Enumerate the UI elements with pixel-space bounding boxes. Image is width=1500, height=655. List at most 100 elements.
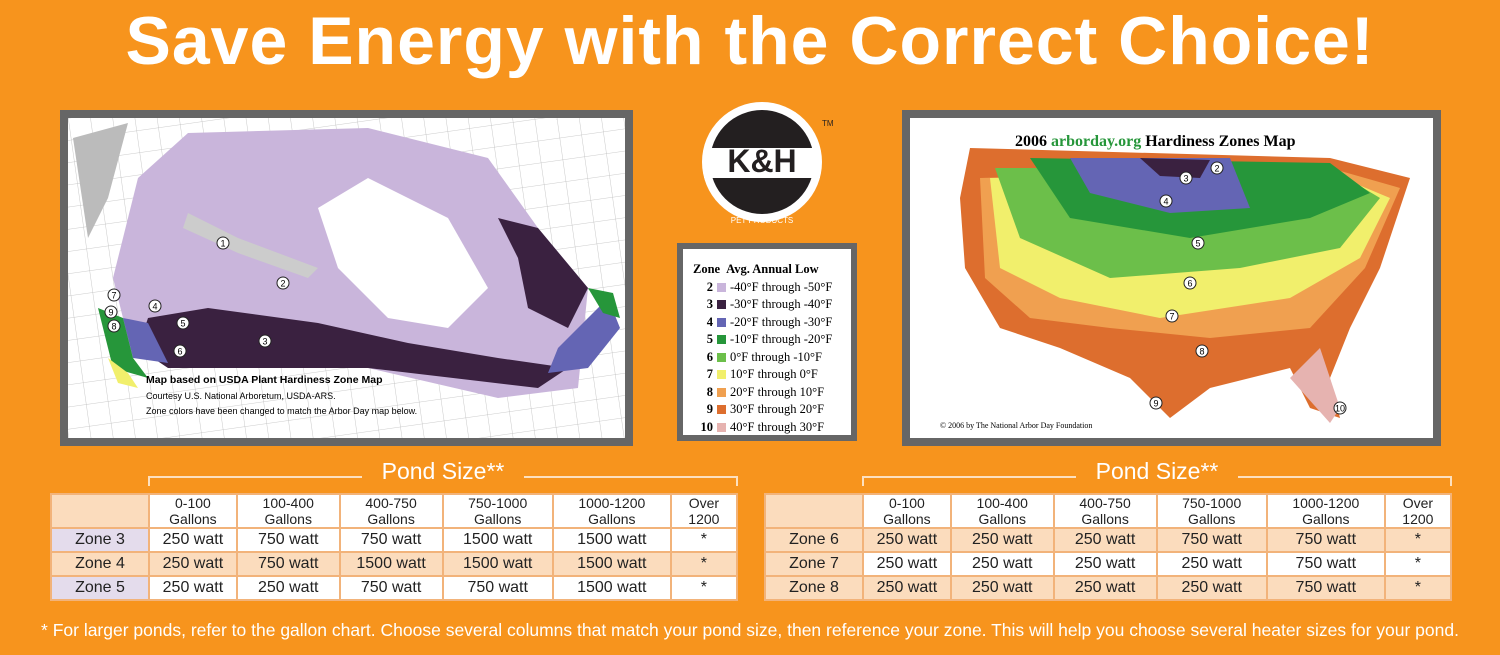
zone-marker [176, 316, 190, 330]
wattage-cell: 1500 watt [551, 551, 672, 577]
legend-zone: 5 [706, 332, 713, 347]
wattage-cell: 250 watt [862, 527, 952, 553]
corner-cell [764, 493, 864, 529]
wattage-table: 0-100 Gallons 100-400 Gallons 400-750 Gall… [764, 493, 1453, 601]
logo-tagline: PET PRODUCTS [731, 216, 794, 225]
wattage-cell: 250 watt [148, 527, 238, 553]
map-title-site: arborday.org [1051, 133, 1141, 150]
wattage-cell: 1500 watt [441, 551, 554, 577]
zone-marker [258, 334, 272, 348]
legend-swatch [717, 370, 726, 380]
zone-marker-label: 5 [1195, 239, 1200, 249]
zone-marker-label: 9 [108, 308, 113, 318]
header-row: 0-100 Gallons 100-400 Gallons 400-750 Gall… [764, 493, 1453, 529]
zone-legend: Zone Avg. Annual Low 2 -40°F through -50°… [677, 243, 857, 441]
legend-range: -40°F through -50°F [730, 279, 833, 294]
zone-marker [104, 305, 118, 319]
table-row: Zone 7 250 watt 250 watt 250 watt 250 watt 75… [764, 551, 1453, 577]
zone-marker-label: 8 [1199, 347, 1204, 357]
zone-marker-label: 1 [220, 239, 225, 249]
zone-marker [1179, 171, 1193, 185]
wattage-cell: 250 watt [862, 575, 952, 601]
wattage-cell: 250 watt [949, 527, 1055, 553]
wattage-cell: 1500 watt [551, 527, 672, 553]
map-title-year: 2006 [1015, 133, 1047, 150]
map-caption-title: Map based on USDA Plant Hardiness Zone M… [146, 374, 382, 386]
wattage-cell: * [669, 575, 739, 601]
zone-marker-label: 6 [177, 347, 182, 357]
table-row: Zone 6 250 watt 250 watt 250 watt 750 watt 75… [764, 527, 1453, 553]
column-header: 100-400 Gallons [949, 493, 1055, 529]
legend-zone: 3 [706, 297, 713, 312]
legend-header: Zone Avg. Annual Low [693, 261, 851, 279]
wattage-cell: 750 watt [338, 575, 444, 601]
legend-swatch [717, 352, 726, 362]
zone-marker [107, 319, 121, 333]
logo-trademark: TM [822, 119, 834, 128]
legend-row: 2 -40°F through -50°F [693, 279, 851, 297]
legend-row: 8 20°F through 10°F [693, 384, 851, 402]
legend-range: 30°F through 20°F [730, 402, 825, 417]
legend-range: -10°F through -20°F [730, 332, 833, 347]
wattage-cell: * [669, 551, 739, 577]
zone-cell: Zone 8 [764, 575, 864, 601]
wattage-cell: * [669, 527, 739, 553]
header-row: 0-100 Gallons 100-400 Gallons 400-750 Gall… [50, 493, 739, 529]
wattage-cell: * [1383, 551, 1453, 577]
logo: K&H TM PET PRODUCTS [702, 102, 834, 225]
legend-swatch [717, 387, 726, 397]
zone-marker [216, 236, 230, 250]
zone-marker [173, 344, 187, 358]
table-row: Zone 8 250 watt 250 watt 250 watt 250 watt 75… [764, 575, 1453, 601]
legend-row: 7 10°F through 0°F [693, 366, 851, 384]
map-caption: Courtesy U.S. National Arboretum, USDA-A… [146, 391, 336, 401]
zone-marker-label: 10 [1335, 404, 1345, 414]
wattage-cell: 250 watt [862, 551, 952, 577]
column-header: 100-400 Gallons [235, 493, 341, 529]
zone-marker-label: 8 [111, 322, 116, 332]
legend-row: 4 -20°F through -30°F [693, 314, 851, 332]
wattage-cell: 250 watt [949, 575, 1055, 601]
wattage-cell: 250 watt [1052, 551, 1158, 577]
wattage-cell: 250 watt [1155, 575, 1268, 601]
legend-zone: 6 [706, 349, 713, 364]
legend-zone: 10 [700, 419, 714, 434]
legend-swatch [717, 282, 726, 292]
corner-cell [50, 493, 150, 529]
wattage-cell: 750 watt [1265, 551, 1386, 577]
wattage-cell: 750 watt [1265, 575, 1386, 601]
wattage-cell: * [1383, 527, 1453, 553]
legend-range: -20°F through -30°F [730, 314, 833, 329]
headline: Save Energy with the Correct Choice! [125, 3, 1375, 79]
zone-cell: Zone 3 [50, 527, 150, 553]
map-caption: Zone colors have been changed to match t… [146, 406, 417, 416]
zone-marker [1333, 401, 1347, 415]
zone-cell: Zone 7 [764, 551, 864, 577]
zone-marker [148, 299, 162, 313]
zone-marker-label: 2 [1214, 164, 1219, 174]
heading-text: Pond Size** [1075, 458, 1239, 484]
zone-marker-label: 4 [152, 302, 157, 312]
column-header: Over 1200 [1383, 493, 1453, 529]
column-header: 400-750 Gallons [338, 493, 444, 529]
column-header: 1000-1200 Gallons [1265, 493, 1386, 529]
zone-marker-label: 2 [280, 279, 285, 289]
wattage-cell: 750 watt [338, 527, 444, 553]
wattage-cell: 250 watt [235, 575, 341, 601]
zone-marker [1159, 194, 1173, 208]
legend-range: 10°F through 0°F [730, 367, 818, 382]
wattage-cell: 1500 watt [551, 575, 672, 601]
zone-marker [276, 276, 290, 290]
legend-header-zone: Zone [693, 262, 721, 277]
legend-row: 6 0°F through -10°F [693, 349, 851, 367]
column-header: Over 1200 [669, 493, 739, 529]
wattage-cell: * [1383, 575, 1453, 601]
zone-marker [1183, 276, 1197, 290]
zone-cell: Zone 6 [764, 527, 864, 553]
zone-marker-label: 6 [1187, 279, 1192, 289]
legend-header-low: Avg. Annual Low [726, 262, 819, 277]
legend-zone: 9 [706, 402, 713, 417]
zone-marker-label: 7 [111, 291, 116, 301]
legend-row: 9 30°F through 20°F [693, 401, 851, 419]
column-header: 750-1000 Gallons [441, 493, 554, 529]
